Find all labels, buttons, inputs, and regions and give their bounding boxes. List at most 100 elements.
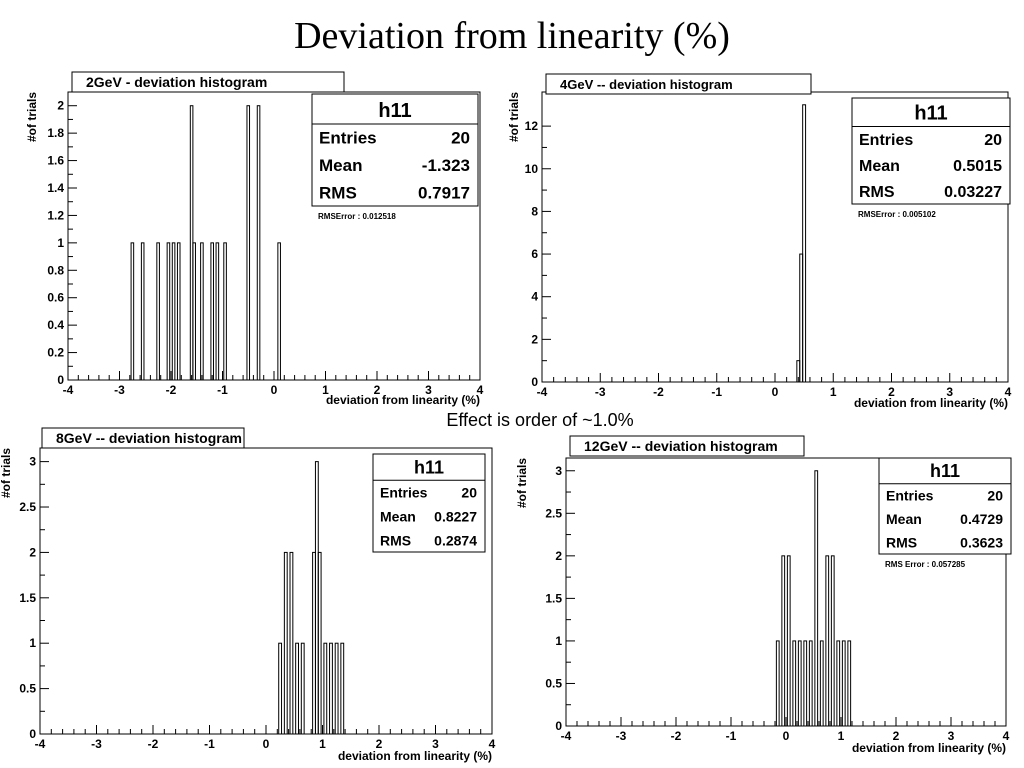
- histogram-12gev: 12GeV -- deviation histogram -4 -3 -2 -1 0 1 2 3…: [515, 435, 1012, 755]
- stats-value-mean: 0.4729: [960, 511, 1003, 527]
- y-tick-label: 2.5: [19, 500, 36, 514]
- histogram-title-box: [71, 71, 345, 93]
- histogram-2gev: 2GeV - deviation histogram -4 -3 -2 -1 0 1 2 3 4 0…: [25, 71, 484, 407]
- y-tick-label: 2: [531, 332, 538, 346]
- stats-label-rms: RMS: [886, 534, 917, 550]
- histogram-title: 12GeV -- deviation histogram: [584, 438, 778, 454]
- slide-title: Deviation from linearity (%): [294, 15, 730, 57]
- stats-box: [878, 457, 1012, 555]
- histogram-bin: [300, 642, 305, 735]
- x-tick-label: 0: [271, 383, 278, 397]
- histogram-title-box: [569, 435, 805, 457]
- stats-value-entries: 20: [987, 488, 1003, 504]
- stats-label-entries: Entries: [380, 485, 428, 501]
- x-tick-label: 3: [425, 383, 432, 397]
- histogram-bin: [210, 242, 214, 381]
- stats-box: [851, 97, 1011, 205]
- y-axis-label: #of trials: [507, 92, 521, 142]
- stats-value-entries: 20: [451, 129, 470, 148]
- x-axis-label: deviation from linearity (%): [326, 393, 480, 407]
- slide-note: Effect is order of ~1.0%: [446, 410, 634, 430]
- histogram-bin: [847, 640, 852, 727]
- stats-label-mean: Mean: [886, 511, 922, 527]
- stats-label-entries: Entries: [886, 488, 934, 504]
- histogram-bin: [246, 105, 251, 381]
- x-tick-label: 0: [772, 385, 779, 399]
- x-tick-label: 0: [783, 729, 790, 743]
- stats-label-rms: RMS: [380, 532, 411, 548]
- histogram-bin: [171, 242, 176, 381]
- histogram-bin: [329, 642, 333, 735]
- histogram-title: 4GeV -- deviation histogram: [560, 77, 733, 92]
- y-tick-label: 3: [555, 464, 562, 478]
- histogram-8gev: 8GeV -- deviation histogram -4 -3 -2 -1 0 1 2 3 4…: [0, 427, 496, 763]
- x-tick-label: 3: [948, 729, 955, 743]
- histogram-bin: [140, 242, 145, 381]
- stats-value-entries: 20: [984, 132, 1002, 149]
- stats-value-mean: -1.323: [422, 156, 470, 175]
- stats-label-entries: Entries: [319, 129, 377, 148]
- y-tick-label: 2: [555, 549, 562, 563]
- x-tick-label: 2: [893, 729, 900, 743]
- x-tick-label: -3: [114, 383, 125, 397]
- x-tick-label: 1: [322, 383, 329, 397]
- stats-value-rms: 0.7917: [418, 183, 470, 202]
- histogram-bin: [825, 555, 830, 727]
- y-tick-label: 0.4: [47, 318, 64, 332]
- y-tick-label: 1: [57, 236, 64, 250]
- x-tick-label: -3: [616, 729, 627, 743]
- histogram-bin: [130, 242, 135, 381]
- stats-label-entries: Entries: [859, 132, 913, 149]
- histogram-bin: [295, 642, 299, 735]
- x-tick-label: -2: [653, 385, 664, 399]
- stats-value-rms: 0.2874: [434, 532, 477, 548]
- y-tick-label: 0: [57, 373, 64, 387]
- stats-name: h11: [414, 457, 444, 477]
- x-tick-label: -2: [148, 737, 159, 751]
- y-tick-label: 0: [29, 727, 36, 741]
- stats-name: h11: [914, 102, 947, 124]
- stats-value-rms: 0.03227: [944, 184, 1002, 201]
- x-tick-label: -2: [166, 383, 177, 397]
- rms-error-note: RMS Error : 0.057285: [885, 560, 966, 569]
- x-tick-label: -4: [537, 385, 548, 399]
- y-tick-label: 4: [531, 290, 538, 304]
- stats-name: h11: [378, 100, 411, 122]
- stats-label-rms: RMS: [319, 183, 357, 202]
- y-tick-label: 1: [29, 636, 36, 650]
- stats-value-mean: 0.8227: [434, 508, 477, 524]
- histogram-bin: [323, 642, 328, 735]
- histogram-bin: [283, 551, 288, 735]
- histogram-bin: [340, 642, 345, 735]
- y-tick-label: 2: [29, 545, 36, 559]
- y-tick-label: 1.6: [47, 154, 64, 168]
- x-tick-label: -1: [711, 385, 722, 399]
- histogram-bin: [192, 242, 196, 381]
- y-tick-label: 12: [525, 119, 539, 133]
- x-tick-label: -2: [671, 729, 682, 743]
- histogram-bin: [819, 640, 824, 727]
- stats-label-mean: Mean: [319, 156, 362, 175]
- histogram-bin: [256, 105, 261, 381]
- histogram-bin: [289, 551, 294, 735]
- rms-error-note: RMSError : 0.012518: [318, 212, 396, 221]
- histogram-bin: [792, 640, 797, 727]
- histogram-bin: [814, 470, 819, 727]
- histogram-bin: [786, 555, 791, 727]
- histogram-bin: [317, 551, 322, 735]
- y-tick-label: 0.6: [47, 291, 64, 305]
- histogram-bin: [808, 640, 813, 727]
- stats-box: [372, 453, 486, 553]
- y-axis-label: #of trials: [25, 92, 39, 142]
- y-tick-label: 1.4: [47, 181, 64, 195]
- x-tick-label: 3: [946, 385, 953, 399]
- y-tick-label: 0.8: [47, 263, 64, 277]
- histogram-bin: [156, 242, 160, 381]
- y-tick-label: 10: [525, 162, 539, 176]
- histogram-bin: [830, 555, 835, 727]
- x-tick-label: 4: [477, 383, 484, 397]
- y-tick-label: 0.5: [19, 682, 36, 696]
- histogram-bin: [166, 242, 171, 381]
- histogram-title: 2GeV - deviation histogram: [86, 74, 267, 90]
- histogram-title-box: [41, 427, 245, 449]
